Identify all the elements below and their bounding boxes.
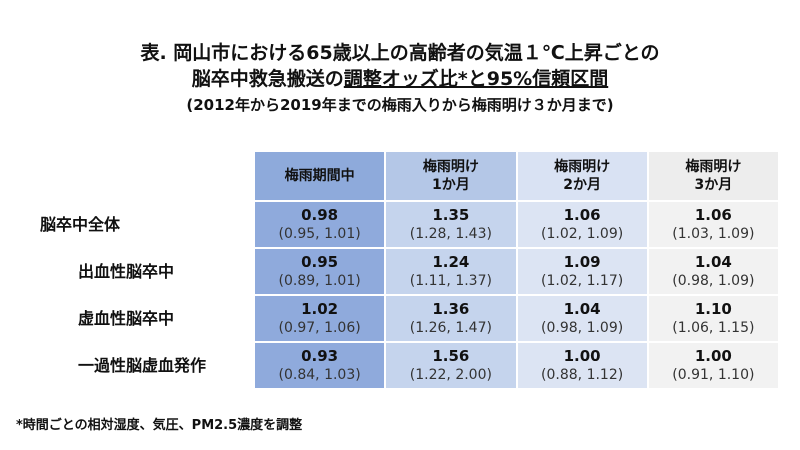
confidence-interval: (1.03, 1.09) — [672, 225, 755, 242]
table-row: 一過性脳虚血発作 0.93 (0.84, 1.03) 1.56 (1.22, 2.00)… — [16, 341, 781, 390]
table-cell: 1.02 (0.97, 1.06) — [252, 294, 387, 343]
row-label: 出血性脳卒中 — [16, 247, 255, 296]
table-row: 虚血性脳卒中 1.02 (0.97, 1.06) 1.36 (1.26, 1.47) 1.… — [16, 294, 781, 343]
subtitle: (2012年から2019年までの梅雨入りから梅雨明け３か月まで) — [186, 96, 614, 114]
confidence-interval: (1.28, 1.43) — [409, 225, 492, 242]
odds-ratio: 1.10 — [694, 299, 732, 318]
table-cell: 1.09 (1.02, 1.17) — [515, 247, 649, 296]
odds-ratio: 1.06 — [563, 205, 601, 224]
header-empty — [17, 150, 255, 202]
column-header: 梅雨明け 3か月 — [646, 150, 781, 202]
table: 梅雨期間中 梅雨明け 1か月 梅雨明け 2か月 梅雨明け 3か月 脳卒中全体 0.98 (0.9… — [16, 150, 781, 390]
table-row: 脳卒中全体 0.98 (0.95, 1.01) 1.35 (1.28, 1.43) 1.0… — [16, 200, 781, 249]
odds-ratio: 1.00 — [694, 346, 732, 365]
table-row: 出血性脳卒中 0.95 (0.89, 1.01) 1.24 (1.11, 1.37) 1.… — [16, 247, 781, 296]
column-header-line: 梅雨明け — [554, 159, 611, 175]
column-header-line: 1か月 — [432, 177, 470, 193]
column-header-line: 2か月 — [563, 177, 601, 193]
table-cell: 1.04 (0.98, 1.09) — [515, 294, 649, 343]
confidence-interval: (0.98, 1.09) — [672, 272, 755, 289]
confidence-interval: (1.11, 1.37) — [409, 272, 492, 289]
column-header-line: 3か月 — [694, 177, 733, 193]
title: 脳卒中救急搬送の調整オッズ比*と95%信頼区間 — [0, 64, 800, 91]
row-label: 虚血性脳卒中 — [16, 294, 255, 343]
odds-ratio: 0.98 — [301, 205, 339, 224]
confidence-interval: (0.89, 1.01) — [278, 272, 361, 289]
table-cell: 0.98 (0.95, 1.01) — [252, 200, 387, 249]
title: 表. 岡山市における65歳以上の高齢者の気温１℃上昇ごとの — [140, 42, 660, 64]
odds-ratio: 1.02 — [301, 299, 339, 318]
confidence-interval: (0.98, 1.09) — [541, 319, 624, 336]
odds-ratio: 1.35 — [432, 205, 470, 224]
column-header: 梅雨明け 1か月 — [384, 150, 518, 202]
odds-ratio: 1.04 — [694, 252, 732, 271]
odds-ratio: 1.36 — [432, 299, 470, 318]
table-cell: 1.36 (1.26, 1.47) — [384, 294, 518, 343]
confidence-interval: (1.26, 1.47) — [409, 319, 492, 336]
column-header-line: 梅雨明け — [685, 159, 742, 175]
table-cell: 1.00 (0.88, 1.12) — [515, 341, 649, 390]
odds-ratio: 0.95 — [301, 252, 339, 271]
column-header: 梅雨明け 2か月 — [515, 150, 649, 202]
table-cell: 0.95 (0.89, 1.01) — [252, 247, 387, 296]
table-cell: 1.06 (1.02, 1.09) — [515, 200, 649, 249]
column-header-line: 梅雨明け — [422, 159, 479, 175]
title-underlined: 調整オッズ比*と95%信頼区間 — [343, 68, 609, 90]
confidence-interval: (0.95, 1.01) — [278, 225, 361, 242]
confidence-interval: (0.84, 1.03) — [278, 366, 361, 383]
confidence-interval: (1.06, 1.15) — [672, 319, 755, 336]
table-cell: 1.35 (1.28, 1.43) — [384, 200, 518, 249]
table-cell: 1.24 (1.11, 1.37) — [384, 247, 518, 296]
odds-ratio: 1.56 — [432, 346, 470, 365]
table-cell: 1.56 (1.22, 2.00) — [384, 341, 518, 390]
confidence-interval: (0.91, 1.10) — [672, 366, 755, 383]
confidence-interval: (1.02, 1.09) — [541, 225, 624, 242]
table-cell: 1.06 (1.03, 1.09) — [646, 200, 781, 249]
odds-ratio: 0.93 — [301, 346, 339, 365]
footnote: *時間ごとの相対湿度、気圧、PM2.5濃度を調整 — [16, 418, 303, 433]
table-cell: 1.00 (0.91, 1.10) — [646, 341, 781, 390]
table-cell: 1.04 (0.98, 1.09) — [646, 247, 781, 296]
header-row: 梅雨期間中 梅雨明け 1か月 梅雨明け 2か月 梅雨明け 3か月 — [17, 150, 781, 202]
odds-ratio: 1.06 — [694, 205, 732, 224]
table-cell: 0.93 (0.84, 1.03) — [252, 341, 387, 390]
column-header-line: 梅雨期間中 — [284, 168, 355, 184]
confidence-interval: (0.97, 1.06) — [278, 319, 361, 336]
row-label: 脳卒中全体 — [16, 200, 255, 249]
table-cell: 1.10 (1.06, 1.15) — [646, 294, 781, 343]
row-label: 一過性脳虚血発作 — [16, 341, 255, 390]
odds-ratio: 1.24 — [432, 252, 470, 271]
title-part: 脳卒中救急搬送の — [191, 68, 344, 90]
confidence-interval: (0.88, 1.12) — [541, 366, 624, 383]
odds-ratio: 1.00 — [563, 346, 601, 365]
confidence-interval: (1.22, 2.00) — [409, 366, 492, 383]
confidence-interval: (1.02, 1.17) — [541, 272, 624, 289]
odds-ratio: 1.04 — [563, 299, 601, 318]
odds-ratio: 1.09 — [563, 252, 601, 271]
column-header: 梅雨期間中 — [252, 150, 387, 202]
